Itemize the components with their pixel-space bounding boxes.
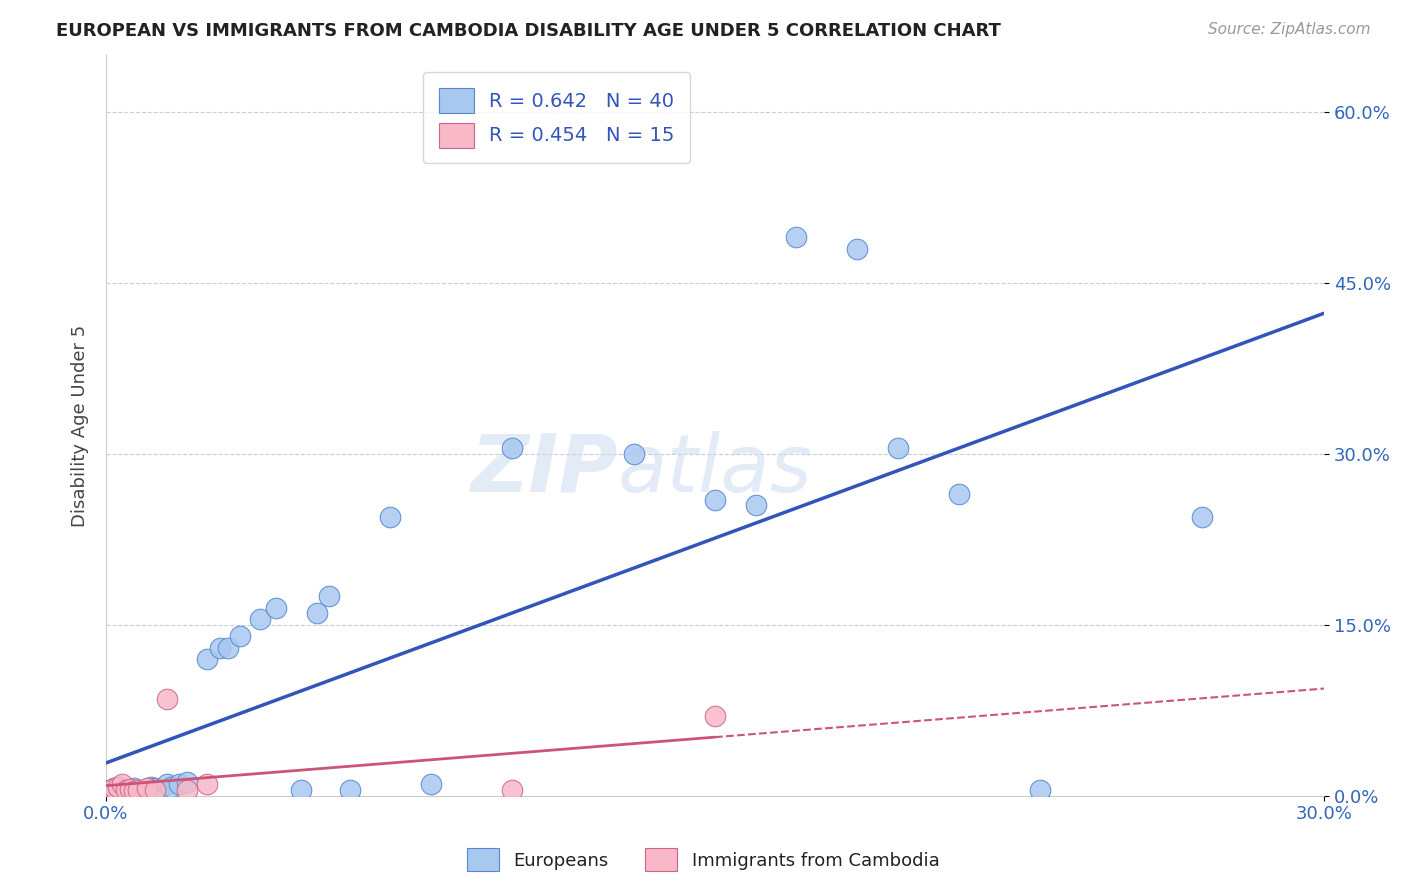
Point (135, 780, 157, 795)
Point (156, 777, 179, 791)
Point (318, 590, 340, 604)
Point (143, 783, 166, 797)
Point (501, 783, 523, 797)
Point (148, 783, 170, 797)
Point (107, 780, 129, 794)
Point (948, 487, 970, 501)
Point (98, 783, 121, 797)
Point (103, 780, 125, 795)
Point (1029, 783, 1052, 797)
Point (419, 777, 441, 791)
Point (124, 784, 146, 798)
Point (98, 783, 121, 797)
Point (197, 777, 219, 791)
Point (127, 783, 149, 797)
Point (208, 640, 231, 655)
Text: EUROPEAN VS IMMIGRANTS FROM CAMBODIA DISABILITY AGE UNDER 5 CORRELATION CHART: EUROPEAN VS IMMIGRANTS FROM CAMBODIA DIS… (56, 22, 1001, 40)
Point (131, 785, 153, 799)
Point (124, 780, 146, 795)
Point (785, 230, 807, 244)
Point (249, 612, 271, 626)
Point (501, 442, 523, 456)
Point (176, 775, 198, 789)
Point (111, 781, 134, 796)
Point (290, 783, 312, 797)
Point (139, 780, 162, 794)
Point (115, 783, 138, 797)
Point (339, 783, 361, 797)
Point (120, 781, 142, 796)
Point (143, 780, 166, 795)
Point (1191, 509, 1213, 524)
Point (156, 692, 179, 706)
Point (846, 242, 869, 256)
Point (167, 777, 190, 791)
Point (160, 780, 183, 794)
Point (197, 652, 219, 666)
Y-axis label: Disability Age Under 5: Disability Age Under 5 (72, 325, 89, 526)
Point (623, 447, 645, 461)
Point (127, 783, 149, 797)
Legend: Europeans, Immigrants from Cambodia: Europeans, Immigrants from Cambodia (460, 841, 946, 879)
Point (120, 781, 142, 796)
Legend: R = 0.642   N = 40, R = 0.454   N = 15: R = 0.642 N = 40, R = 0.454 N = 15 (423, 72, 690, 163)
Point (176, 783, 198, 797)
Point (744, 498, 766, 512)
Point (107, 780, 129, 794)
Point (229, 629, 252, 643)
Point (704, 709, 727, 723)
Text: atlas: atlas (617, 431, 813, 508)
Text: ZIP: ZIP (470, 431, 617, 508)
Point (887, 442, 910, 456)
Text: Source: ZipAtlas.com: Source: ZipAtlas.com (1208, 22, 1371, 37)
Point (135, 781, 157, 796)
Point (307, 607, 329, 621)
Point (103, 780, 125, 795)
Point (217, 640, 239, 655)
Point (115, 784, 138, 798)
Point (704, 492, 727, 507)
Point (266, 600, 288, 615)
Point (107, 783, 129, 797)
Point (111, 777, 134, 791)
Point (378, 509, 401, 524)
